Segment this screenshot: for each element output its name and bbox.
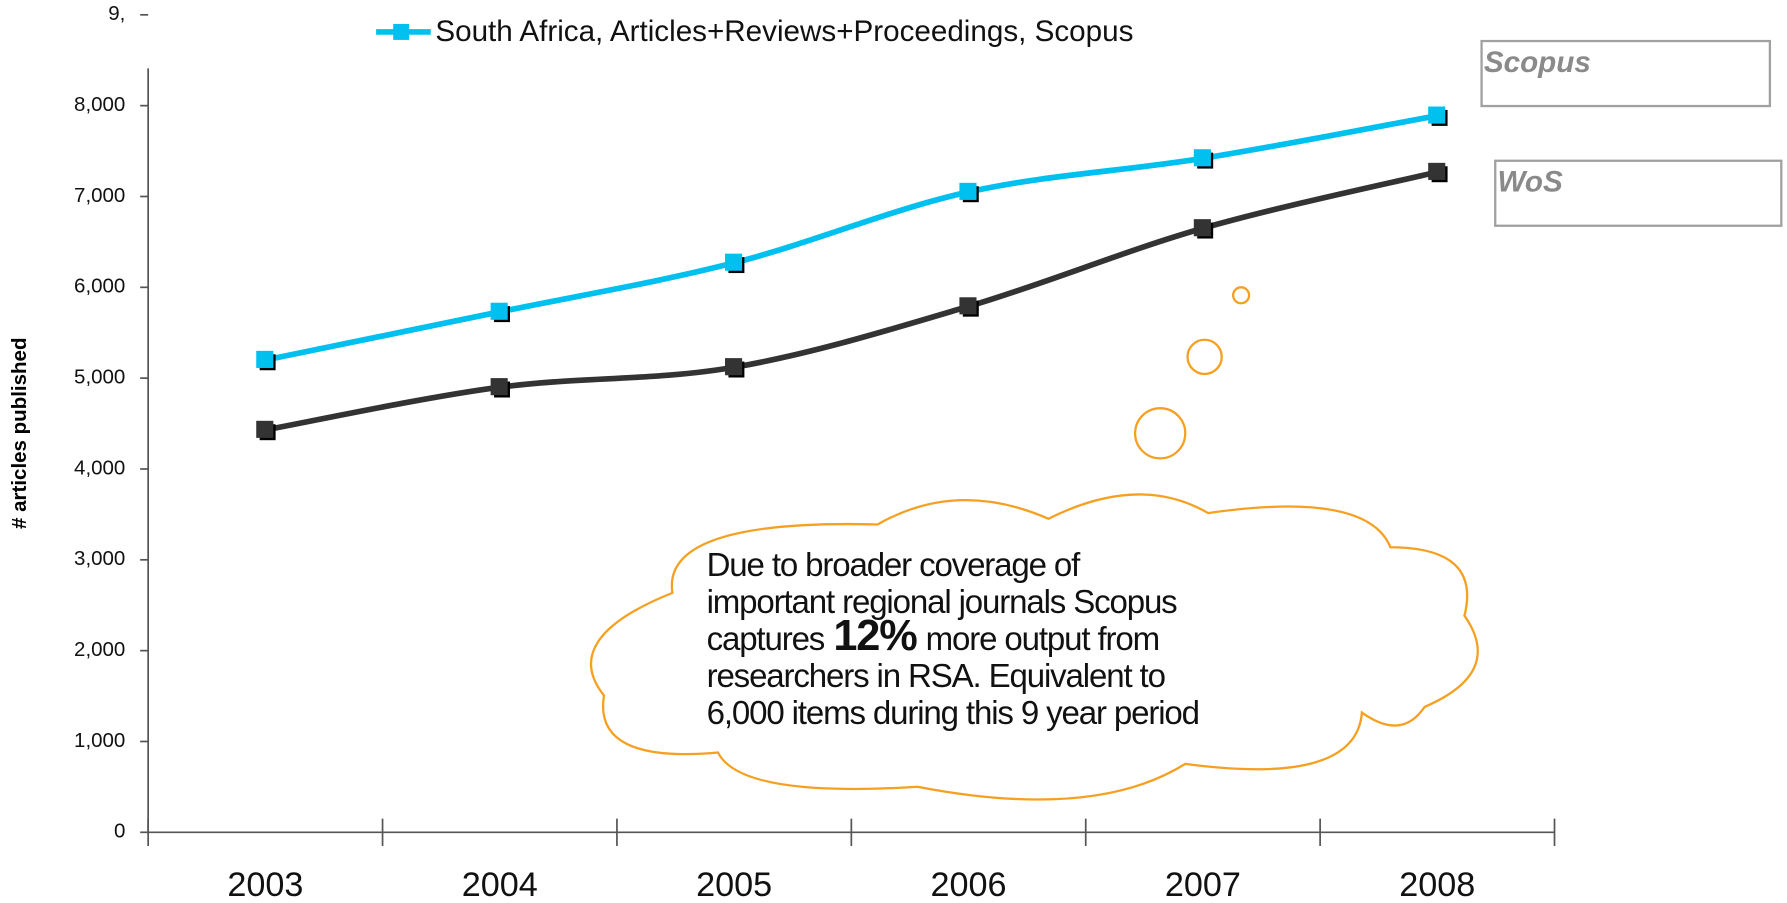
y-tick-label: 5,000 [74,366,125,389]
legend-label: South Africa, Articles+Reviews+Proceedin… [435,15,1133,48]
x-tick-label: 2007 [1165,866,1241,903]
marker [256,420,274,438]
y-tick-label: 4,000 [74,456,125,479]
series [256,106,1448,371]
x-tick-label: 2008 [1399,866,1475,903]
y-axis-label: # articles published [8,338,31,529]
thought-bubble [1186,338,1223,376]
y-tick-label: 8,000 [74,93,125,116]
callout-text: Due to broader coverage of [707,547,1082,584]
callout-highlight: 12% [833,612,917,660]
callout-text-part: more output from [926,621,1159,658]
series [256,162,1448,441]
marker [725,253,743,271]
marker [490,378,508,396]
y-tick-label: 3,000 [74,547,125,570]
callout-text: important regional journals Scopus [707,584,1178,621]
marker [1428,162,1446,180]
x-tick-label: 2005 [696,866,772,903]
y-tick-label: 1,000 [74,729,125,752]
callout-text-part: captures [707,621,825,658]
x-tick-label: 2003 [227,866,303,903]
legend-marker [393,23,410,40]
cloud-outline [589,493,1479,801]
scopus-box-label: Scopus [1484,46,1591,79]
marker [959,297,977,315]
marker [1193,219,1211,237]
y-tick-label: 0 [114,820,125,843]
y-tick-label: 7,000 [74,184,125,207]
series-line [264,169,1438,433]
thought-bubble [1231,286,1251,305]
x-tick-label: 2006 [931,866,1007,903]
scopus-box [1480,39,1772,108]
series-line [264,112,1438,363]
y-tick-label: 9, [108,2,125,25]
y-tick-label: 6,000 [74,275,125,298]
marker [1193,149,1211,167]
marker [256,350,274,368]
x-tick-label: 2004 [462,866,538,903]
thought-bubble [1133,407,1187,460]
callout-text: researchers in RSA. Equivalent to [707,658,1165,695]
marker [725,358,743,376]
wos-box [1494,159,1783,227]
callout-text: captures 12% more output from [707,612,1159,660]
wos-box-label: WoS [1498,166,1564,199]
marker [490,302,508,320]
callout-text: 6,000 items during this 9 year period [707,695,1199,732]
marker [1428,106,1446,124]
y-tick-label: 2,000 [74,638,125,661]
marker [959,182,977,200]
